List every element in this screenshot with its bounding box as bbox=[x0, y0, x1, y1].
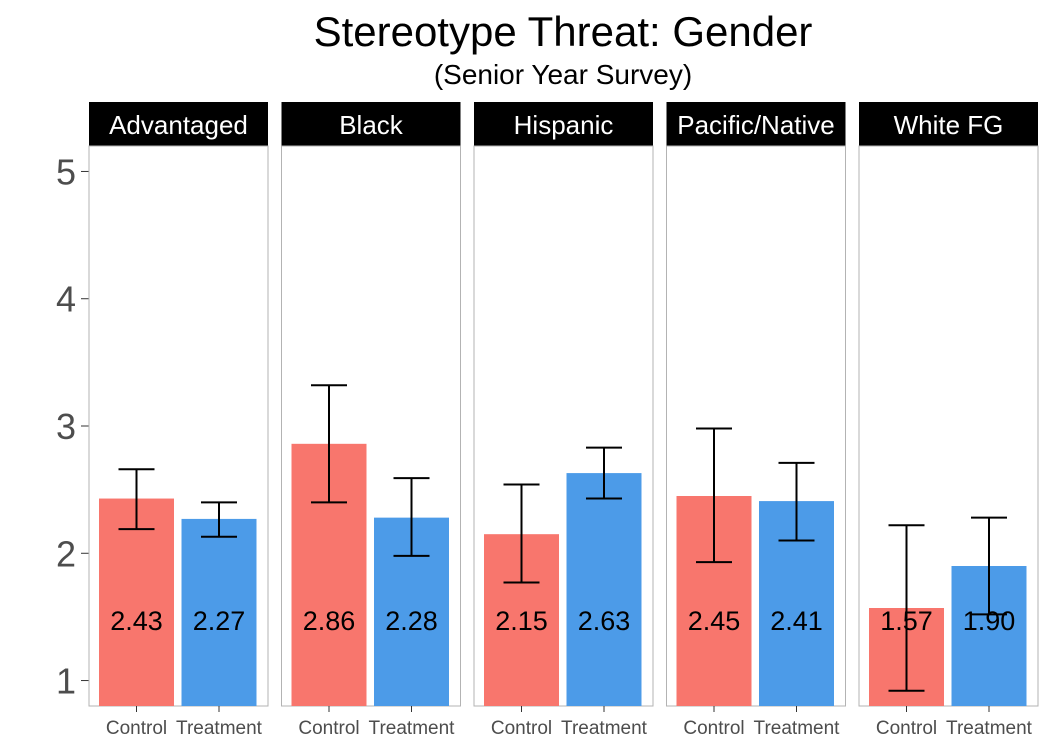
bar-control bbox=[99, 498, 174, 706]
panel-border bbox=[281, 145, 461, 707]
x-tick-label: Treatment bbox=[561, 718, 648, 739]
y-tick-label: 2 bbox=[56, 533, 76, 574]
bar-value-label: 2.15 bbox=[495, 606, 548, 636]
bar-value-label: 2.27 bbox=[193, 606, 246, 636]
x-tick-label: Treatment bbox=[946, 718, 1033, 739]
facet-panel-black: Black 2.86 Control 2.28 Treatment bbox=[281, 102, 461, 739]
y-axis: 1 2 3 4 5 bbox=[56, 151, 89, 702]
chart-title: Stereotype Threat: Gender bbox=[314, 8, 813, 55]
x-tick-label: Control bbox=[491, 718, 552, 739]
facet-panel-white-fg: White FG 1.57 Control 1.90 Treatment bbox=[858, 102, 1039, 739]
bar-treatment bbox=[566, 473, 642, 706]
x-tick-label: Treatment bbox=[369, 718, 456, 739]
bar-value-label: 2.86 bbox=[303, 606, 356, 636]
bar-value-label: 2.45 bbox=[688, 606, 741, 636]
facet-panel-pacific-native: Pacific/Native 2.45 Control 2.41 Treatment bbox=[666, 102, 846, 739]
x-tick-label: Treatment bbox=[754, 718, 841, 739]
facet-strip-label: White FG bbox=[894, 110, 1004, 140]
bar-treatment bbox=[181, 518, 257, 706]
panel-border bbox=[88, 145, 269, 707]
bar-value-label: 1.57 bbox=[880, 606, 933, 636]
x-tick-label: Control bbox=[683, 718, 744, 739]
x-tick-label: Control bbox=[876, 718, 937, 739]
facet-panels: Advantaged 2.43 Control 2.27 Treatment Black 2… bbox=[88, 102, 1039, 739]
bar-value-label: 1.90 bbox=[963, 606, 1016, 636]
y-tick-label: 4 bbox=[56, 279, 76, 320]
facet-strip bbox=[281, 102, 461, 146]
facet-strip-label: Pacific/Native bbox=[677, 110, 835, 140]
facet-strip-label: Advantaged bbox=[109, 110, 248, 140]
bar-value-label: 2.43 bbox=[110, 606, 163, 636]
y-tick-label: 1 bbox=[56, 661, 76, 702]
facet-strip bbox=[666, 102, 846, 146]
chart-subtitle: (Senior Year Survey) bbox=[434, 59, 692, 90]
x-tick-label: Treatment bbox=[176, 718, 263, 739]
panel-border bbox=[473, 145, 654, 707]
facet-panel-hispanic: Hispanic 2.15 Control 2.63 Treatment bbox=[473, 102, 654, 739]
bar-value-label: 2.63 bbox=[578, 606, 631, 636]
facet-strip bbox=[89, 102, 268, 146]
y-tick-label: 3 bbox=[56, 406, 76, 447]
bar-value-label: 2.28 bbox=[385, 606, 438, 636]
panel-border bbox=[666, 145, 846, 707]
panel-border bbox=[858, 145, 1039, 707]
facet-strip-label: Black bbox=[339, 110, 404, 140]
facet-strip-label: Hispanic bbox=[514, 110, 614, 140]
x-tick-label: Control bbox=[106, 718, 167, 739]
facet-strip bbox=[859, 102, 1038, 146]
facet-panel-advantaged: Advantaged 2.43 Control 2.27 Treatment bbox=[88, 102, 269, 739]
y-tick-label: 5 bbox=[56, 151, 76, 192]
facet-strip bbox=[474, 102, 653, 146]
bar-value-label: 2.41 bbox=[770, 606, 823, 636]
x-tick-label: Control bbox=[298, 718, 359, 739]
